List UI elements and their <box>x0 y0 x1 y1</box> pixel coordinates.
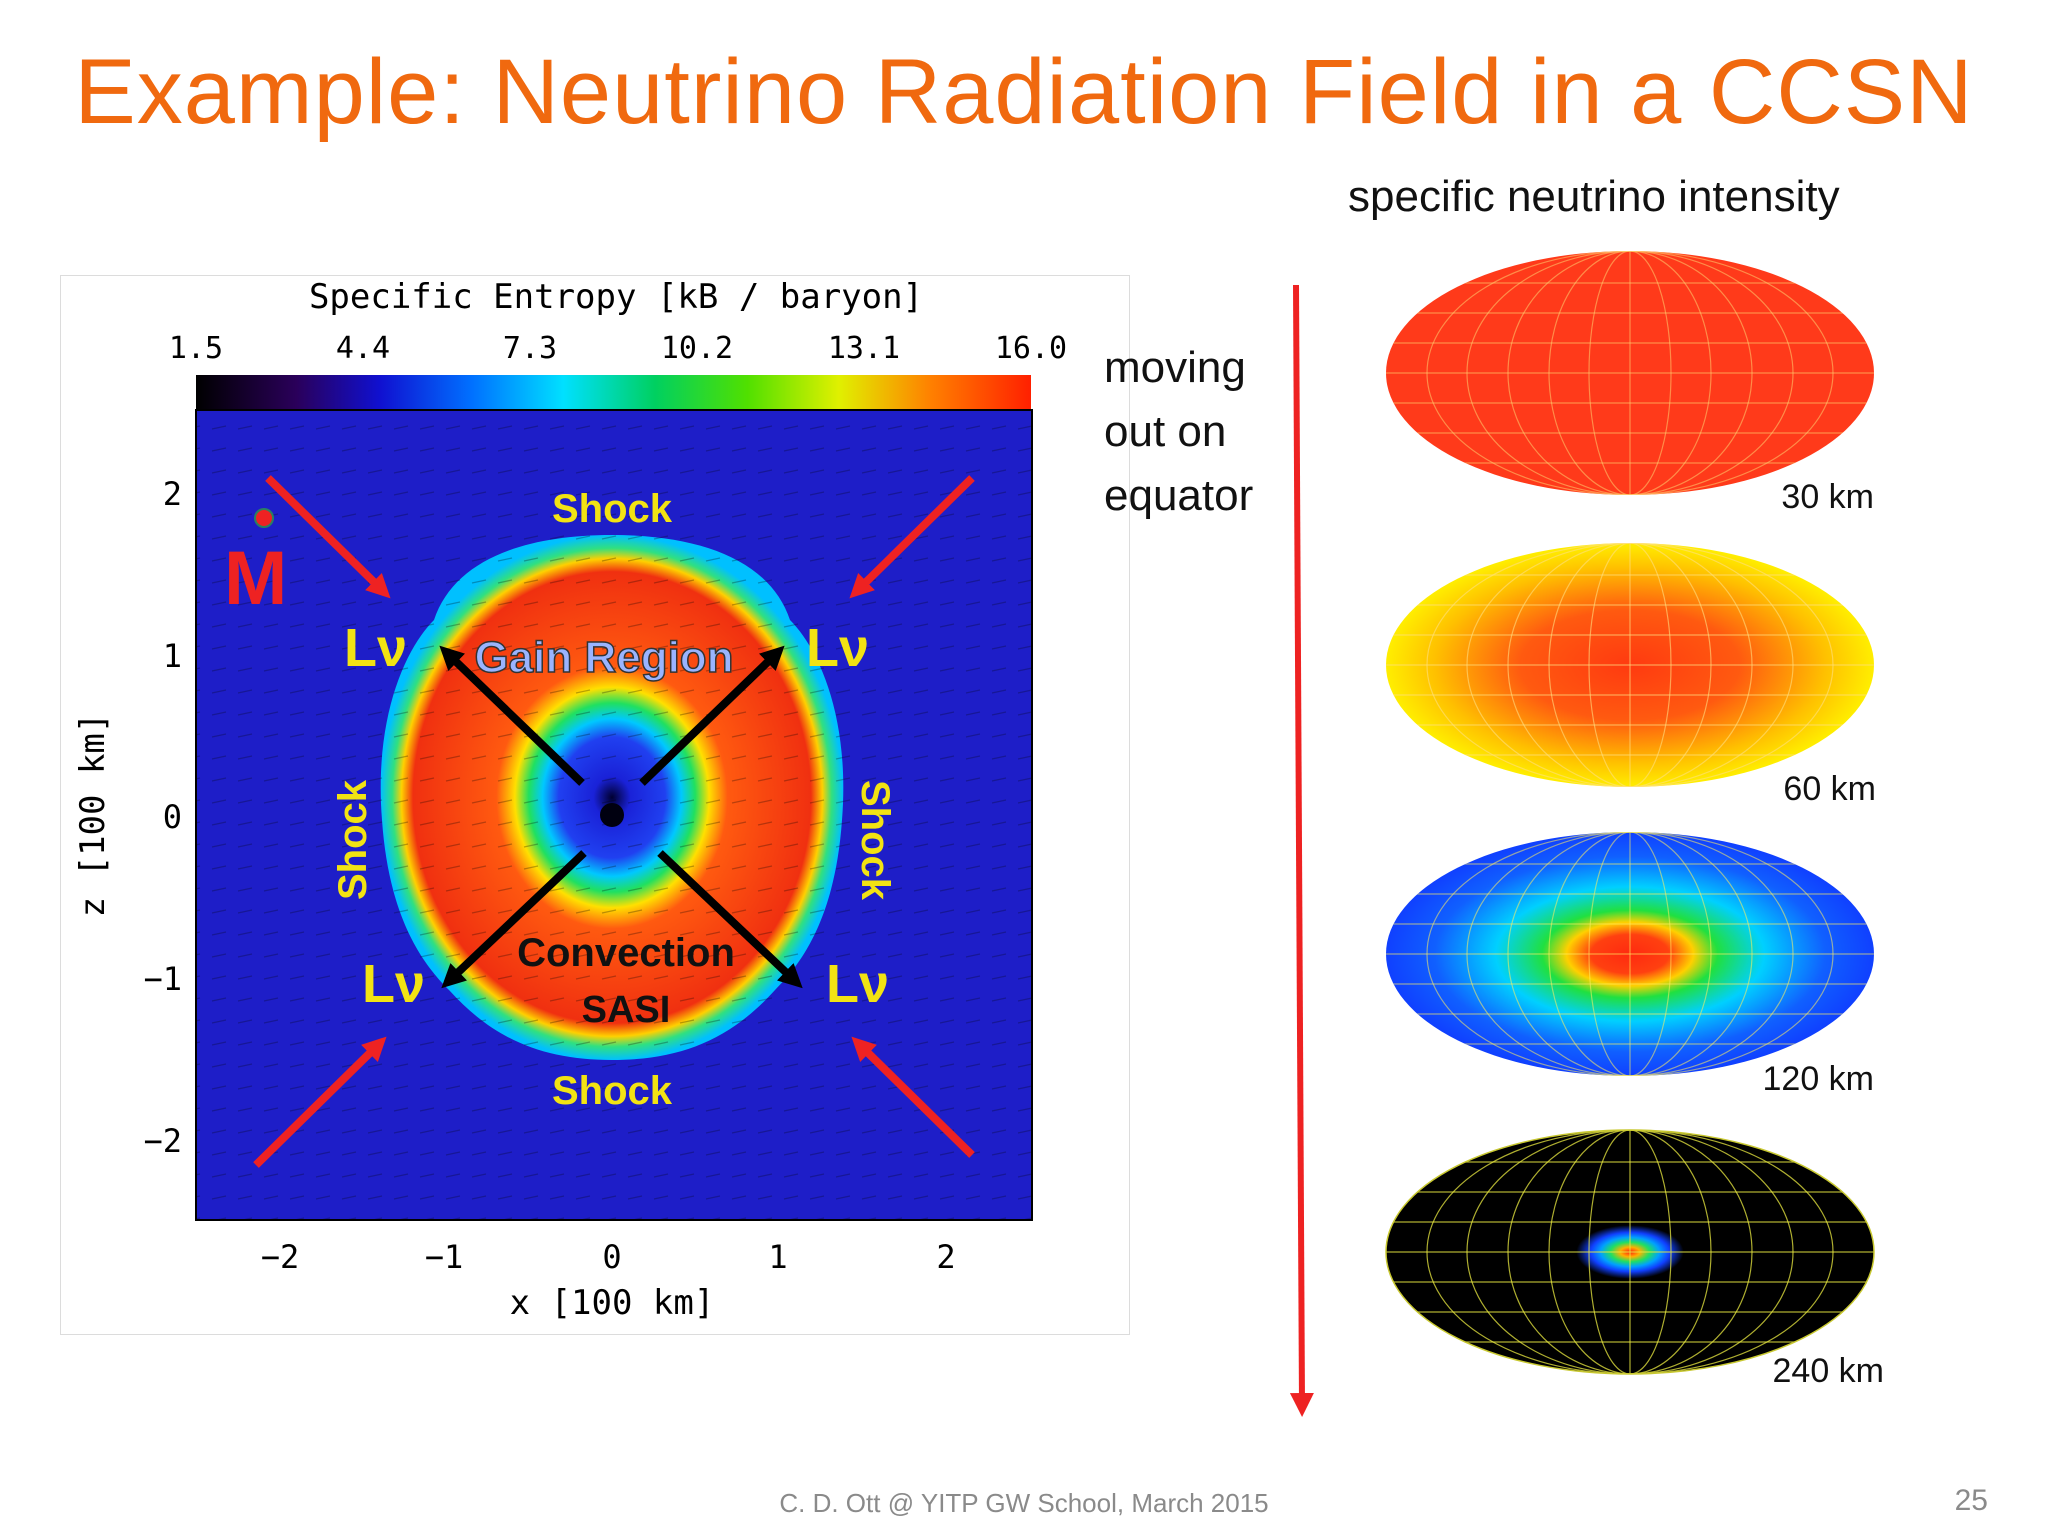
page-number: 25 <box>1954 1484 1988 1517</box>
luminosity-arrows <box>439 645 803 989</box>
y-tick: 1 <box>163 637 182 675</box>
x-tick: 0 <box>602 1238 621 1276</box>
map-label-30km: 30 km <box>1781 478 1874 516</box>
accretion-arrow <box>849 475 975 599</box>
mdot-dot-icon <box>254 508 274 528</box>
y-tick: −1 <box>143 960 182 998</box>
accretion-arrows <box>253 475 975 1168</box>
y-tick: −2 <box>143 1122 182 1160</box>
shock-label-bottom: Shock <box>552 1069 673 1113</box>
moving-out-arrow <box>1289 284 1314 1417</box>
moving-line: moving <box>1104 343 1246 392</box>
plot-axes-box <box>195 409 1033 1221</box>
moving-line: equator <box>1104 471 1254 520</box>
x-tick: 1 <box>768 1238 787 1276</box>
footer-credit: C. D. Ott @ YITP GW School, March 2015 <box>779 1488 1269 1518</box>
x-axis-label: x [100 km] <box>510 1283 715 1323</box>
accretion-arrow <box>253 1036 387 1168</box>
lnu-label-upper-right: Lν <box>806 618 869 678</box>
y-tick: 0 <box>163 798 182 836</box>
x-tick: −2 <box>261 1238 300 1276</box>
colorbar-label: Specific Entropy [kB / baryon] <box>309 277 923 317</box>
convection-label: Convection <box>517 931 735 975</box>
mdot-label: M <box>224 536 287 621</box>
colorbar-ticks: 1.5 4.4 7.3 10.2 13.1 16.0 <box>169 331 1067 366</box>
intensity-map-120km <box>1386 832 1874 1076</box>
moving-out-text: moving out on equator <box>1104 336 1253 528</box>
map-label-240km: 240 km <box>1773 1352 1885 1390</box>
slide-title: Example: Neutrino Radiation Field in a C… <box>74 41 1974 143</box>
colorbar <box>196 375 1031 410</box>
sasi-label: SASI <box>582 989 671 1031</box>
intensity-title: specific neutrino intensity <box>1348 172 1840 221</box>
gain-region-label: Gain Region <box>474 633 733 682</box>
colorbar-tick: 16.0 <box>995 331 1067 366</box>
map-label-60km: 60 km <box>1783 770 1876 808</box>
intensity-map-30km <box>1386 251 1874 495</box>
colorbar-tick: 1.5 <box>169 331 223 366</box>
luminosity-arrow <box>441 850 587 989</box>
moving-line: out on <box>1104 407 1227 456</box>
x-tick: −1 <box>425 1238 464 1276</box>
x-tick: 2 <box>936 1238 955 1276</box>
colorbar-tick: 10.2 <box>661 331 733 366</box>
protoneutron-star <box>600 803 624 827</box>
y-axis-ticks: 2 1 0 −1 −2 <box>143 475 182 1160</box>
colorbar-tick: 7.3 <box>503 331 557 366</box>
shock-label-top: Shock <box>552 487 673 531</box>
intensity-map-240km <box>1385 1129 1875 1375</box>
lnu-label-lower-right: Lν <box>826 954 889 1014</box>
intensity-map-60km <box>1386 543 1874 787</box>
lnu-label-lower-left: Lν <box>362 954 425 1014</box>
accretion-arrow <box>265 475 391 599</box>
x-axis-ticks: −2 −1 0 1 2 <box>261 1238 956 1276</box>
luminosity-arrow <box>439 645 585 786</box>
luminosity-arrow <box>639 645 785 786</box>
shock-label-left: Shock <box>331 779 375 900</box>
shock-label-right: Shock <box>853 780 897 901</box>
colorbar-tick: 4.4 <box>336 331 390 366</box>
lnu-label-upper-left: Lν <box>344 618 407 678</box>
colorbar-tick: 13.1 <box>828 331 900 366</box>
shocked-region-vectors <box>380 535 844 1060</box>
accretion-arrow <box>851 1036 975 1158</box>
luminosity-arrow <box>657 850 803 989</box>
map-label-120km: 120 km <box>1763 1060 1875 1098</box>
y-axis-label: z [100 km] <box>73 713 113 918</box>
y-tick: 2 <box>163 475 182 513</box>
